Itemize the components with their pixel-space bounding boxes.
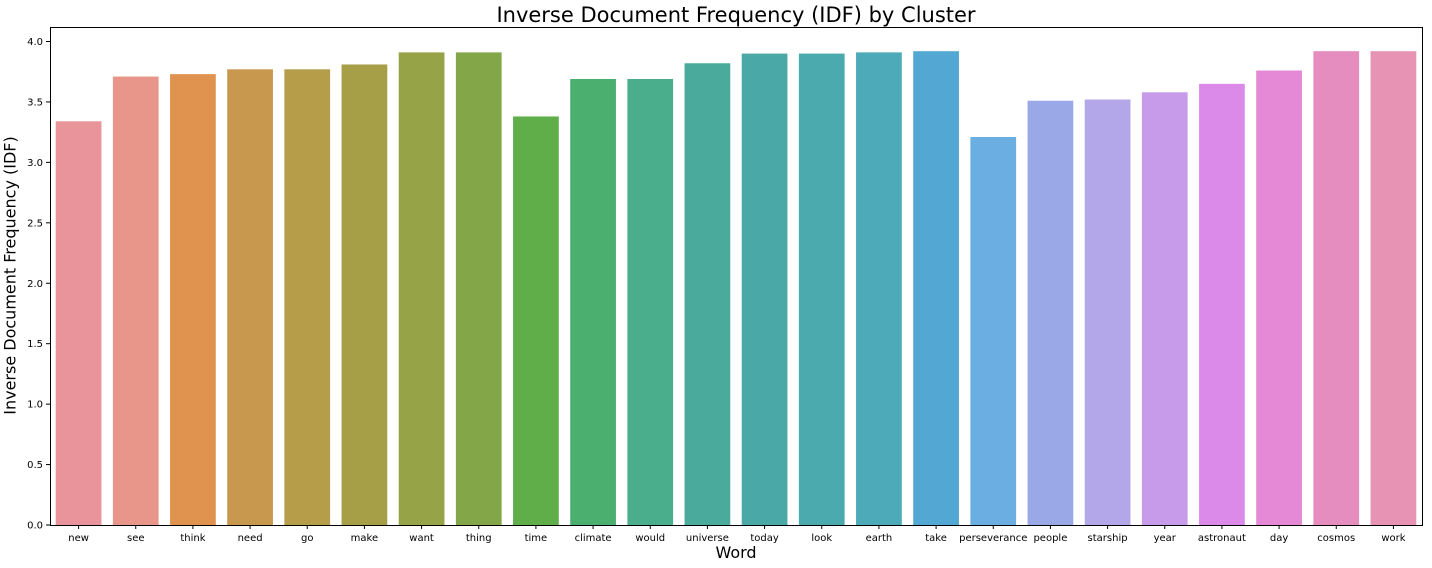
x-axis-label: Word <box>715 543 757 562</box>
x-tick-label: work <box>1381 533 1405 544</box>
bar-make <box>341 64 388 525</box>
x-tick-label: need <box>238 533 263 544</box>
x-tick-label: climate <box>575 533 612 544</box>
bar-climate <box>570 78 616 525</box>
bar-would <box>627 78 674 525</box>
bar-thing <box>455 52 502 526</box>
plot-frame <box>50 27 1423 526</box>
bar-today <box>741 53 788 526</box>
x-tick-label: astronaut <box>1198 533 1246 544</box>
y-tick-label: 3.5 <box>27 97 43 108</box>
x-tick-label: new <box>68 533 89 544</box>
x-axis: new see think need go make want thing time climat… <box>68 525 1406 544</box>
bar-want <box>398 52 445 526</box>
bar-see <box>112 76 159 525</box>
y-tick-label: 1.5 <box>27 339 43 350</box>
y-tick-label: 2.0 <box>27 279 43 290</box>
bar-universe <box>684 63 731 525</box>
x-tick-label: see <box>127 533 145 544</box>
x-tick-label: would <box>635 533 665 544</box>
x-tick-label: people <box>1033 533 1067 544</box>
y-tick-label: 2.5 <box>27 218 43 229</box>
bar-new <box>55 121 102 525</box>
bar-go <box>284 69 331 526</box>
bar-work <box>1370 51 1417 526</box>
bars-group <box>55 51 1417 526</box>
x-tick-label: think <box>180 533 205 544</box>
bar-cosmos <box>1313 51 1360 526</box>
x-tick-label: go <box>301 533 313 544</box>
x-tick-label: cosmos <box>1317 533 1355 544</box>
bar-astronaut <box>1199 83 1245 526</box>
bar-earth <box>856 52 902 526</box>
x-tick-label: thing <box>466 533 492 544</box>
bar-starship <box>1084 99 1131 526</box>
x-tick-label: perseverance <box>959 533 1027 544</box>
bar-day <box>1256 70 1302 526</box>
x-tick-label: take <box>925 533 947 544</box>
bar-people <box>1027 100 1074 526</box>
bar-take <box>913 51 959 526</box>
bar-think <box>170 74 216 525</box>
x-tick-label: year <box>1154 533 1177 544</box>
y-tick-label: 0.5 <box>27 460 43 471</box>
y-tick-label: 4.0 <box>27 37 43 48</box>
x-tick-label: want <box>409 533 434 544</box>
bar-look <box>798 53 845 526</box>
x-tick-label: time <box>525 533 548 544</box>
x-tick-label: look <box>811 533 832 544</box>
x-tick-label: today <box>750 533 779 544</box>
bar-time <box>513 116 559 526</box>
bar-year <box>1141 92 1188 525</box>
x-tick-label: earth <box>866 533 893 544</box>
chart-title: Inverse Document Frequency (IDF) by Clus… <box>496 3 976 27</box>
bar-need <box>227 69 273 526</box>
y-tick-label: 0.0 <box>27 521 43 532</box>
x-tick-label: starship <box>1088 533 1128 544</box>
y-tick-label: 3.0 <box>27 158 43 169</box>
x-tick-label: make <box>351 533 378 544</box>
x-tick-label: universe <box>686 533 729 544</box>
y-tick-label: 1.0 <box>27 400 43 411</box>
bar-perseverance <box>970 136 1017 525</box>
x-tick-label: day <box>1270 533 1288 544</box>
y-axis: 0.0 0.5 1.0 1.5 2.0 2.5 3.0 3.5 4.0 <box>27 37 50 532</box>
